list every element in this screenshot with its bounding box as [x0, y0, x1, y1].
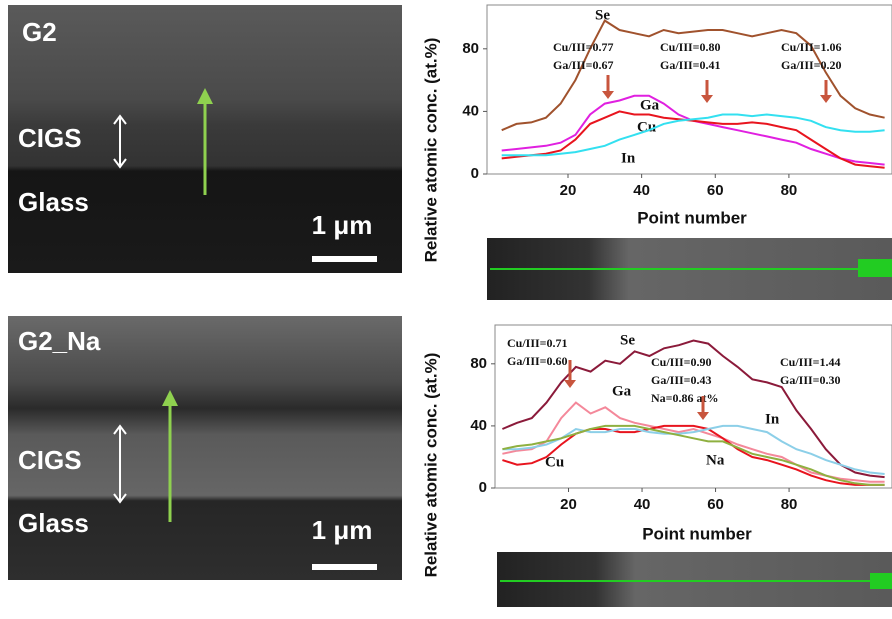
- annotation: Na=0.86 at%: [651, 391, 719, 405]
- series-label: Ga: [640, 97, 660, 113]
- annotation: Cu/III=1.44: [780, 355, 841, 369]
- line-scan-strip: [497, 552, 892, 607]
- x-tick-label: 40: [633, 182, 650, 199]
- panel-label: G2: [22, 17, 57, 47]
- x-tick-label: 40: [634, 496, 651, 513]
- strip-image: [497, 552, 892, 607]
- annotation: Cu/III=1.06: [781, 40, 842, 54]
- annotation: Ga/III=0.67: [553, 58, 614, 72]
- scale-bar: [312, 256, 377, 262]
- annotation: Cu/III=0.77: [553, 40, 614, 54]
- x-tick-label: 60: [707, 182, 724, 199]
- scale-bar-label: 1 μm: [312, 515, 373, 545]
- series-label: Se: [620, 332, 635, 348]
- series-label: Cu: [545, 454, 564, 470]
- annotation: Ga/III=0.41: [660, 58, 721, 72]
- y-tick-label: 0: [471, 165, 479, 182]
- annotation: Cu/III=0.71: [507, 336, 568, 350]
- series-label: Ga: [612, 383, 632, 399]
- y-tick-label: 80: [462, 40, 479, 57]
- plot-frame: [487, 5, 892, 174]
- annotation: Ga/III=0.30: [780, 373, 841, 387]
- series-label: Se: [595, 7, 610, 23]
- y-axis-label: Relative atomic conc. (at.%): [421, 353, 440, 578]
- annotation: Ga/III=0.60: [507, 354, 568, 368]
- layer-label: Glass: [18, 508, 89, 538]
- x-axis-label: Point number: [642, 524, 752, 543]
- y-tick-label: 40: [470, 417, 487, 434]
- annotation: Cu/III=0.80: [660, 40, 721, 54]
- x-tick-label: 20: [560, 496, 577, 513]
- y-tick-label: 0: [479, 479, 487, 496]
- panel-label: G2_Na: [18, 326, 101, 356]
- scale-bar-label: 1 μm: [312, 210, 373, 240]
- annotation: Ga/III=0.43: [651, 373, 712, 387]
- sem-panel: G2_Na CIGS Glass 1 μm: [8, 316, 402, 580]
- line-chart: 0 40 80 20 40 60 80 Point number Relative atomic…: [421, 5, 892, 262]
- y-tick-label: 80: [470, 355, 487, 372]
- x-tick-label: 20: [560, 182, 577, 199]
- scan-marker: [870, 573, 892, 589]
- scale-bar: [312, 564, 377, 570]
- x-tick-label: 60: [707, 496, 724, 513]
- series-label: In: [621, 150, 636, 166]
- series-label: Na: [706, 452, 725, 468]
- series-label: In: [765, 411, 780, 427]
- line-chart: 0 40 80 20 40 60 80 Point number Relative atomic…: [421, 325, 892, 577]
- line-scan-strip: [487, 238, 892, 300]
- x-tick-label: 80: [781, 496, 798, 513]
- annotation: Ga/III=0.20: [781, 58, 842, 72]
- x-axis-label: Point number: [637, 208, 747, 227]
- layer-label: CIGS: [18, 123, 82, 153]
- layer-label: CIGS: [18, 445, 82, 475]
- sem-panel: G2 CIGS Glass 1 μm: [8, 5, 402, 273]
- x-tick-label: 80: [781, 182, 798, 199]
- annotation: Cu/III=0.90: [651, 355, 712, 369]
- scan-marker: [858, 259, 892, 277]
- figure: G2 CIGS Glass 1 μm G2_Na CIGS Glass 1 μm…: [0, 0, 892, 619]
- y-axis-label: Relative atomic conc. (at.%): [421, 38, 440, 263]
- layer-label: Glass: [18, 187, 89, 217]
- y-tick-label: 40: [462, 102, 479, 119]
